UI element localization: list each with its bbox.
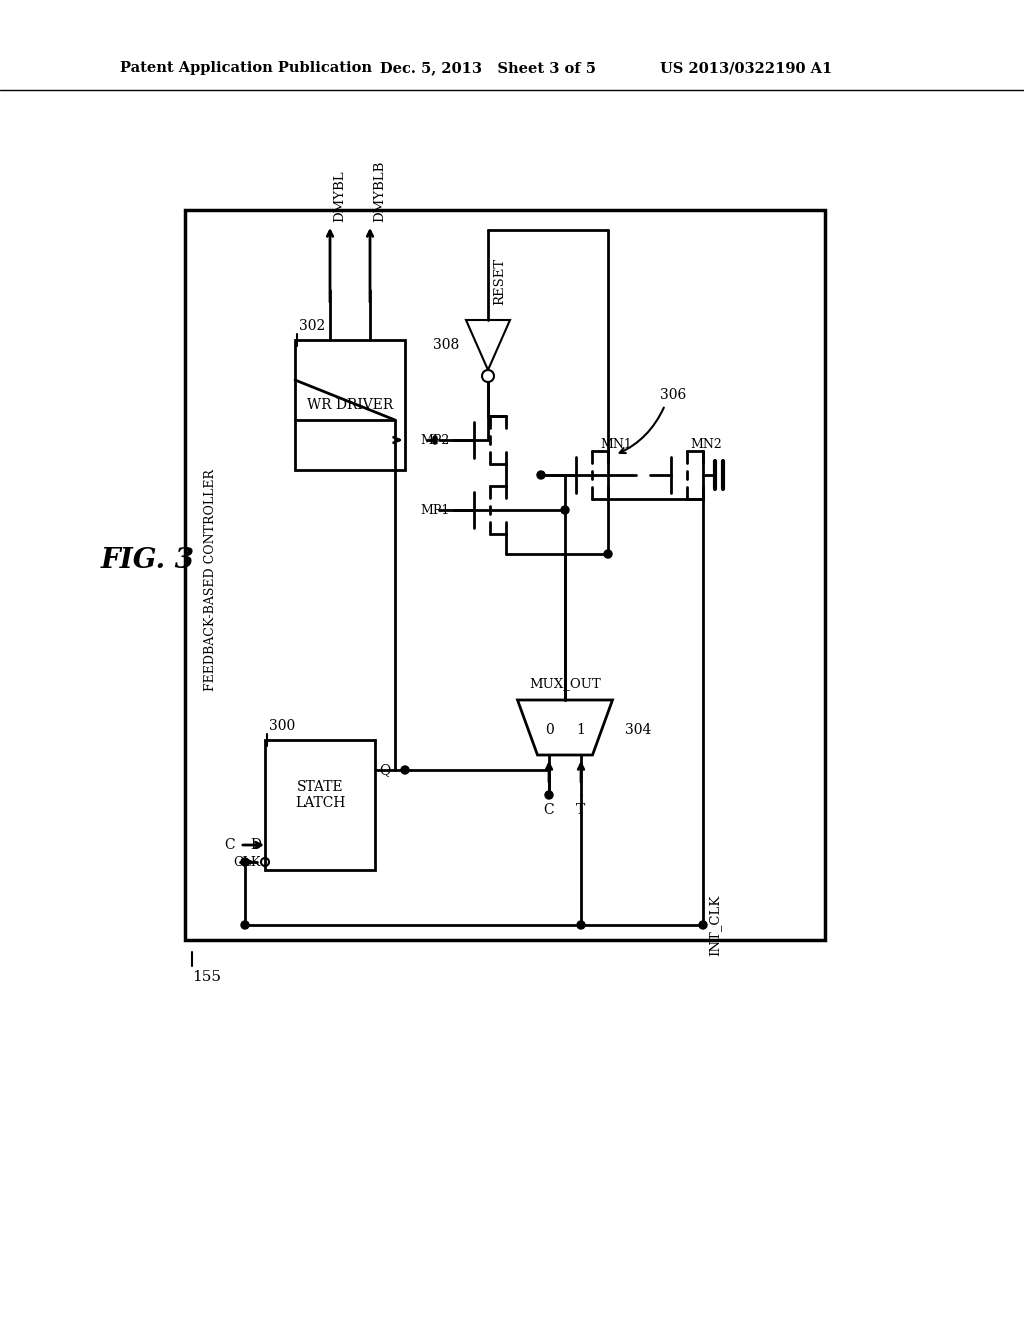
Text: T: T — [577, 803, 586, 817]
Bar — [295, 341, 406, 470]
Text: MP2: MP2 — [421, 433, 450, 446]
Circle shape — [241, 921, 249, 929]
Circle shape — [577, 921, 585, 929]
Text: Dec. 5, 2013   Sheet 3 of 5: Dec. 5, 2013 Sheet 3 of 5 — [380, 61, 596, 75]
Text: MN1: MN1 — [600, 438, 632, 451]
Text: D: D — [250, 838, 261, 851]
Text: DMYBL: DMYBL — [333, 170, 346, 222]
Circle shape — [561, 506, 569, 513]
Text: 308: 308 — [433, 338, 459, 352]
Text: STATE
LATCH: STATE LATCH — [295, 780, 345, 810]
Text: 155: 155 — [193, 970, 221, 983]
Text: 0: 0 — [545, 723, 553, 737]
Circle shape — [604, 550, 612, 558]
Text: Q: Q — [379, 763, 390, 777]
Text: RESET: RESET — [493, 257, 506, 305]
Text: INT_CLK: INT_CLK — [708, 895, 721, 956]
Text: MP1: MP1 — [421, 503, 450, 516]
Text: CLK: CLK — [233, 855, 261, 869]
Text: 1: 1 — [577, 723, 586, 737]
Text: 300: 300 — [269, 719, 295, 733]
Text: US 2013/0322190 A1: US 2013/0322190 A1 — [660, 61, 833, 75]
Text: MUX_OUT: MUX_OUT — [529, 677, 601, 690]
Text: FEEDBACK-BASED CONTROLLER: FEEDBACK-BASED CONTROLLER — [204, 469, 216, 690]
Text: FIG. 3: FIG. 3 — [101, 546, 195, 573]
Text: 302: 302 — [299, 319, 326, 333]
Text: C: C — [224, 838, 234, 851]
Polygon shape — [517, 700, 612, 755]
Text: DMYBLB: DMYBLB — [373, 161, 386, 222]
Circle shape — [545, 791, 553, 799]
Text: WR DRIVER: WR DRIVER — [307, 399, 393, 412]
Circle shape — [699, 921, 707, 929]
Text: 304: 304 — [625, 723, 651, 737]
Circle shape — [401, 766, 409, 774]
Text: Patent Application Publication: Patent Application Publication — [120, 61, 372, 75]
Bar — [185, 210, 825, 940]
Circle shape — [537, 471, 545, 479]
Text: MN2: MN2 — [690, 438, 722, 451]
Text: C: C — [544, 803, 554, 817]
Bar — [265, 741, 375, 870]
Text: 306: 306 — [660, 388, 686, 403]
Circle shape — [241, 858, 249, 866]
Polygon shape — [466, 319, 510, 370]
